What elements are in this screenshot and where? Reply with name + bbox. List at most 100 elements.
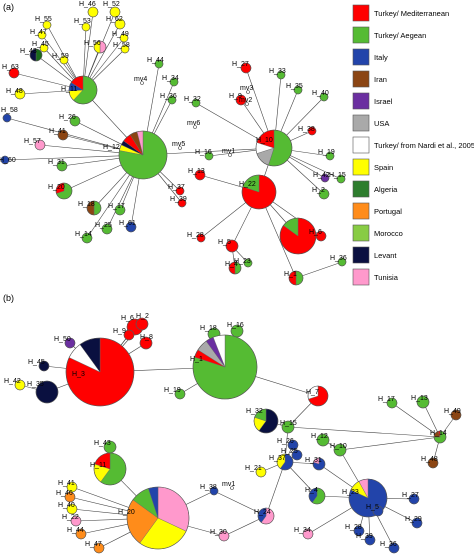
haplotype-node-h-47: [37, 30, 47, 40]
haplotype-label: H_19: [318, 149, 335, 156]
median-vector-node: [228, 153, 232, 157]
haplotype-node-h-9: [123, 329, 135, 341]
haplotype-label: H_23: [234, 258, 251, 265]
haplotype-label: H_42: [4, 378, 21, 385]
haplotype-label: H_34: [294, 527, 311, 534]
haplotype-label: H_5: [218, 239, 231, 246]
legend-swatch: [352, 136, 370, 154]
panel-a-label: (a): [3, 2, 14, 12]
haplotype-node-h-14: [81, 232, 93, 244]
haplotype-label: H_13: [188, 168, 205, 175]
haplotype-label: H_36: [160, 93, 177, 100]
haplotype-label: H_1: [284, 271, 297, 278]
haplotype-node-h-46: [64, 491, 76, 503]
haplotype-node-h-48: [14, 88, 26, 100]
haplotype-node-h-41: [57, 129, 69, 141]
haplotype-node-h-36: [167, 95, 177, 105]
haplotype-label: H_4: [305, 487, 318, 494]
edge-H_15-H_14: [287, 426, 441, 438]
edge-H_13-H_14: [422, 401, 441, 438]
haplotype-label: H_55: [35, 16, 52, 23]
haplotype-label: H_3: [72, 371, 85, 378]
haplotype-node-h-59: [59, 55, 69, 65]
haplotype-label: H_4: [225, 261, 238, 268]
haplotype-label: H_46: [79, 1, 96, 8]
edge-H_10-H_14: [339, 436, 441, 451]
haplotype-node-h-30: [218, 530, 230, 542]
haplotype-label: H_21: [245, 465, 262, 472]
haplotype-node-h-58b: [2, 113, 12, 123]
haplotype-label: H_49: [444, 408, 461, 415]
haplotype-label: H_63: [2, 64, 19, 71]
haplotype-node-h-1: [192, 334, 258, 400]
haplotype-label: H_6: [121, 315, 134, 322]
haplotype-node-h-21: [255, 466, 267, 478]
haplotype-node-h-25: [291, 449, 303, 461]
haplotype-node-h-13: [194, 169, 206, 181]
median-vector-node: [245, 102, 249, 106]
legend-swatch: [352, 48, 370, 66]
haplotype-label: H_35: [286, 83, 303, 90]
haplotype-label: H_43: [20, 48, 37, 55]
haplotype-label: H_31: [305, 457, 322, 464]
haplotype-node-h-20: [55, 182, 73, 200]
haplotype-label: H_57: [24, 138, 41, 145]
haplotype-node-h-43: [29, 48, 43, 62]
haplotype-node-h-61: [125, 221, 137, 233]
legend-swatch: [352, 92, 370, 110]
edge-H_24-H_37: [265, 461, 286, 517]
haplotype-node-h-44: [75, 528, 87, 540]
haplotype-node-h-57: [34, 139, 46, 151]
median-vector-label: mv3: [240, 85, 253, 92]
haplotype-node-h-8: [139, 336, 153, 350]
legend-label: Morocco: [374, 229, 403, 238]
haplotype-node-h-42: [320, 173, 330, 183]
median-vector-node: [178, 146, 182, 150]
haplotype-node-h-17: [114, 204, 126, 216]
median-vector-label: mv6: [187, 120, 200, 127]
haplotype-label: H_15: [280, 420, 297, 427]
haplotype-node-h-36b: [337, 257, 347, 267]
haplotype-label: H_2: [312, 187, 325, 194]
median-vector-label: mv1: [222, 481, 235, 488]
legend-label: Portugal: [374, 207, 402, 216]
median-vector-label: mv4: [134, 76, 147, 83]
haplotype-label: H_52: [103, 1, 120, 8]
haplotype-node-h-60: [0, 155, 10, 165]
haplotype-node-h-39: [364, 534, 376, 546]
haplotype-label: H_19: [164, 387, 181, 394]
haplotype-label: H_8: [140, 334, 153, 341]
haplotype-label: H_12: [311, 433, 328, 440]
haplotype-node-h-34: [169, 77, 179, 87]
haplotype-node-h-31: [56, 160, 68, 172]
legend-label: Iran: [374, 75, 387, 84]
haplotype-label: H_41: [49, 128, 66, 135]
legend-label: USA: [374, 119, 389, 128]
haplotype-node-h-5: [372, 505, 384, 517]
haplotype-label: H_60: [0, 157, 16, 164]
haplotype-node-h-40: [319, 92, 329, 102]
haplotype-node-h-42: [14, 379, 26, 391]
haplotype-node-h-29: [411, 517, 423, 529]
haplotype-node-h-3: [65, 337, 135, 407]
haplotype-node-h-40: [66, 503, 78, 515]
haplotype-node-h-11: [68, 75, 98, 105]
haplotype-label: H_56: [84, 40, 101, 47]
haplotype-label: H_13: [411, 395, 428, 402]
haplotype-node-h-25: [101, 223, 113, 235]
haplotype-node-h-48: [427, 457, 439, 469]
haplotype-node-h-16: [204, 151, 214, 161]
haplotype-node-h-44: [154, 59, 164, 69]
legend-label: Turkey/ Aegean: [374, 31, 426, 40]
legend-label: Turkey/ from Nardi et al., 2005: [374, 141, 474, 150]
haplotype-label: H_17: [108, 203, 125, 210]
median-vector-node: [246, 90, 250, 94]
median-vector-node: [140, 81, 144, 85]
haplotype-label: H_40: [58, 502, 75, 509]
haplotype-label: H_42: [313, 172, 330, 179]
haplotype-node-h-9: [235, 94, 247, 106]
haplotype-node-h-50: [64, 337, 76, 349]
haplotype-node-h-10: [255, 129, 293, 167]
haplotype-node-h-4: [308, 487, 326, 505]
haplotype-node-h-62: [114, 18, 126, 30]
